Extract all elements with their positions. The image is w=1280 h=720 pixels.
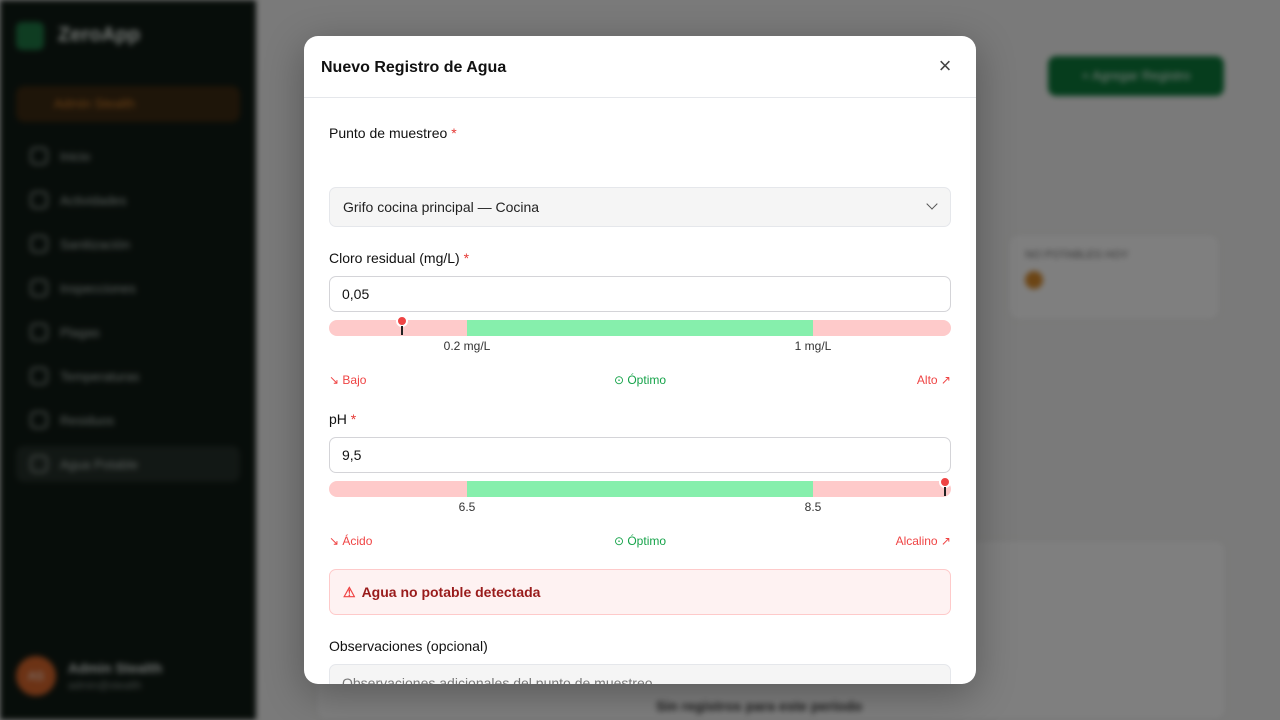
modal-title: Nuevo Registro de Agua <box>321 59 507 76</box>
ph-marker-stem <box>943 487 946 496</box>
chlorine-optimal-label: ⊙ Óptimo <box>613 373 667 387</box>
ph-range-bar <box>329 476 951 497</box>
ph-optimal-range <box>467 481 813 497</box>
sampling-point-select[interactable]: Grifo cocina principal — Cocina <box>329 187 951 227</box>
chlorine-low-label: ↘ Bajo <box>329 373 367 387</box>
chlorine-label: Cloro residual (mg/L) * <box>329 250 469 266</box>
alert-text: Agua no potable detectada <box>361 584 541 600</box>
label-text: Punto de muestreo <box>329 125 448 141</box>
required-mark: * <box>350 411 357 427</box>
chlorine-tick-low: 0.2 mg/L <box>443 339 491 353</box>
sampling-point-label: Punto de muestreo * <box>329 125 457 141</box>
chlorine-range-bar <box>329 315 951 336</box>
chlorine-tick-high: 1 mg/L <box>794 339 832 353</box>
chevron-down-icon <box>926 198 938 210</box>
required-mark: * <box>463 250 470 266</box>
select-value: Grifo cocina principal — Cocina <box>343 199 540 215</box>
chlorine-marker-stem <box>400 326 403 335</box>
label-text: Cloro residual (mg/L) <box>329 250 460 266</box>
ph-high-label: Alcalino ↗ <box>895 534 951 548</box>
chlorine-input[interactable] <box>329 276 951 312</box>
ph-tick-low: 6.5 <box>458 500 476 514</box>
ph-input[interactable] <box>329 437 951 473</box>
new-water-record-modal: Nuevo Registro de Agua × Punto de muestr… <box>304 36 976 684</box>
observations-textarea[interactable] <box>329 664 951 684</box>
required-mark: * <box>451 125 457 141</box>
ph-optimal-label: ⊙ Óptimo <box>613 534 667 548</box>
ph-tick-high: 8.5 <box>804 500 822 514</box>
observations-label: Observaciones (opcional) <box>329 638 488 654</box>
modal-header: Nuevo Registro de Agua × <box>304 36 976 98</box>
ph-low-label: ↘ Ácido <box>329 534 373 548</box>
chlorine-high-label: Alto ↗ <box>916 373 951 387</box>
chlorine-optimal-range <box>467 320 813 336</box>
close-icon[interactable]: × <box>938 53 952 78</box>
warning-icon: ⚠ <box>343 584 356 600</box>
non-potable-alert: ⚠ Agua no potable detectada <box>329 569 951 615</box>
label-text: pH <box>329 411 347 427</box>
ph-label: pH * <box>329 411 356 427</box>
